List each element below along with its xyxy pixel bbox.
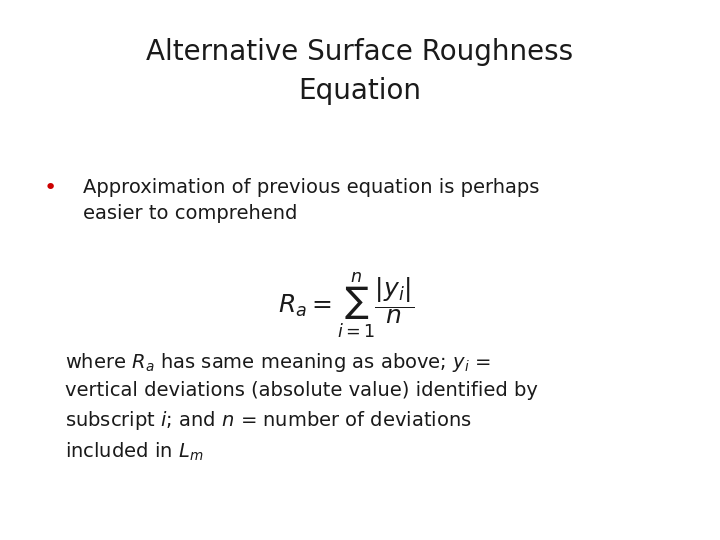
Text: Approximation of previous equation is perhaps
easier to comprehend: Approximation of previous equation is pe… (83, 178, 539, 223)
Text: Alternative Surface Roughness
Equation: Alternative Surface Roughness Equation (146, 38, 574, 105)
Text: $R_a = \sum_{i=1}^{n} \dfrac{|y_i|}{n}$: $R_a = \sum_{i=1}^{n} \dfrac{|y_i|}{n}$ (277, 270, 414, 340)
Text: •: • (44, 178, 57, 198)
Text: where $R_a$ has same meaning as above; $y_i$ =
vertical deviations (absolute val: where $R_a$ has same meaning as above; $… (65, 351, 538, 463)
